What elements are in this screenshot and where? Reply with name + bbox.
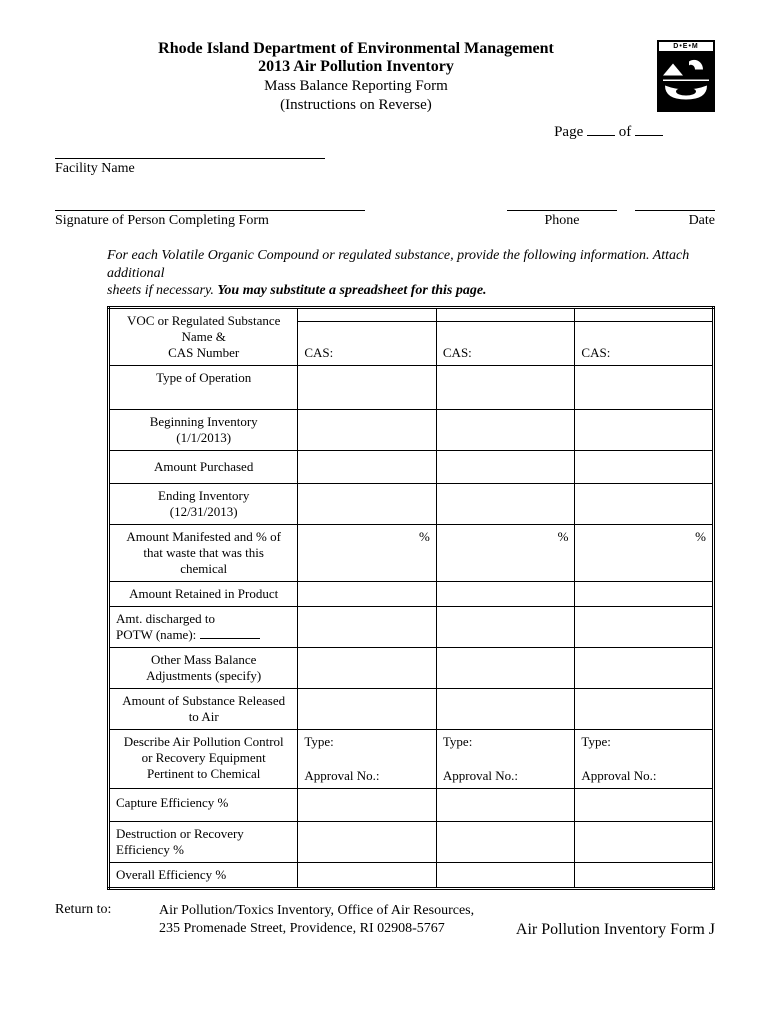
cas-1[interactable]: CAS: — [298, 321, 437, 365]
destruction-2[interactable] — [436, 821, 575, 862]
header-text-block: Rhode Island Department of Environmental… — [55, 40, 657, 114]
potw-3[interactable] — [575, 606, 714, 647]
amt-purchased-3[interactable] — [575, 450, 714, 483]
amt-purchased-1[interactable] — [298, 450, 437, 483]
begin-inv-2[interactable] — [436, 409, 575, 450]
voc-name-3[interactable] — [575, 307, 714, 321]
row-control: Describe Air Pollution Control or Recove… — [109, 729, 298, 788]
date-input[interactable] — [635, 195, 715, 211]
row-other-adj: Other Mass Balance Adjustments (specify) — [109, 647, 298, 688]
destruction-3[interactable] — [575, 821, 714, 862]
form-subtitle-1: Mass Balance Reporting Form — [55, 78, 657, 95]
dem-logo: D•E•M — [657, 40, 715, 112]
other-1[interactable] — [298, 647, 437, 688]
cas-3[interactable]: CAS: — [575, 321, 714, 365]
instructions: For each Volatile Organic Compound or re… — [107, 247, 715, 300]
approval-1[interactable]: Approval No.: — [298, 764, 437, 789]
signature-label: Signature of Person Completing Form — [55, 213, 365, 229]
form-name: Air Pollution Inventory Form J — [516, 921, 715, 939]
potw-1[interactable] — [298, 606, 437, 647]
dem-logo-label: D•E•M — [659, 42, 713, 53]
begin-inv-1[interactable] — [298, 409, 437, 450]
dept-name: Rhode Island Department of Environmental… — [55, 40, 657, 58]
date-field: Date — [635, 195, 715, 229]
return-address: Air Pollution/Toxics Inventory, Office o… — [159, 902, 516, 940]
released-3[interactable] — [575, 688, 714, 729]
amt-purchased-2[interactable] — [436, 450, 575, 483]
row-capture: Capture Efficiency % — [109, 788, 298, 821]
approval-2[interactable]: Approval No.: — [436, 764, 575, 789]
retained-3[interactable] — [575, 581, 714, 606]
instructions-line1: For each Volatile Organic Compound or re… — [107, 248, 689, 281]
cas-2[interactable]: CAS: — [436, 321, 575, 365]
approval-3[interactable]: Approval No.: — [575, 764, 714, 789]
manifest-2[interactable]: % — [436, 524, 575, 581]
form-subtitle-2: (Instructions on Reverse) — [55, 97, 657, 114]
other-3[interactable] — [575, 647, 714, 688]
return-to-label: Return to: — [55, 902, 159, 940]
overall-3[interactable] — [575, 862, 714, 888]
control-type-3[interactable]: Type: — [575, 729, 714, 764]
end-inv-3[interactable] — [575, 483, 714, 524]
inventory-title: 2013 Air Pollution Inventory — [55, 58, 657, 76]
row-amt-purchased: Amount Purchased — [109, 450, 298, 483]
phone-field: Phone — [507, 195, 617, 229]
facility-field: Facility Name — [55, 143, 325, 177]
row-voc-label: VOC or Regulated Substance Name & CAS Nu… — [109, 307, 298, 365]
instructions-line2a: sheets if necessary. — [107, 283, 217, 298]
header: Rhode Island Department of Environmental… — [55, 40, 715, 114]
of-label: of — [619, 124, 632, 140]
end-inv-2[interactable] — [436, 483, 575, 524]
control-type-1[interactable]: Type: — [298, 729, 437, 764]
capture-2[interactable] — [436, 788, 575, 821]
page-number-input[interactable] — [587, 122, 615, 136]
facility-label: Facility Name — [55, 161, 325, 177]
signature-field: Signature of Person Completing Form — [55, 195, 365, 229]
voc-name-2[interactable] — [436, 307, 575, 321]
control-type-2[interactable]: Type: — [436, 729, 575, 764]
row-begin-inv: Beginning Inventory (1/1/2013) — [109, 409, 298, 450]
dem-logo-graphic — [659, 53, 713, 110]
row-destruction: Destruction or Recovery Efficiency % — [109, 821, 298, 862]
footer: Return to: Air Pollution/Toxics Inventor… — [55, 902, 715, 940]
date-label: Date — [635, 213, 715, 229]
manifest-1[interactable]: % — [298, 524, 437, 581]
row-overall: Overall Efficiency % — [109, 862, 298, 888]
row-type-op: Type of Operation — [109, 365, 298, 409]
overall-2[interactable] — [436, 862, 575, 888]
page-label: Page — [554, 124, 583, 140]
retained-1[interactable] — [298, 581, 437, 606]
row-retained: Amount Retained in Product — [109, 581, 298, 606]
capture-3[interactable] — [575, 788, 714, 821]
type-op-2[interactable] — [436, 365, 575, 409]
released-2[interactable] — [436, 688, 575, 729]
begin-inv-3[interactable] — [575, 409, 714, 450]
phone-input[interactable] — [507, 195, 617, 211]
page-total-input[interactable] — [635, 122, 663, 136]
potw-name-input[interactable] — [200, 638, 260, 639]
row-released: Amount of Substance Released to Air — [109, 688, 298, 729]
end-inv-1[interactable] — [298, 483, 437, 524]
manifest-3[interactable]: % — [575, 524, 714, 581]
type-op-1[interactable] — [298, 365, 437, 409]
capture-1[interactable] — [298, 788, 437, 821]
type-op-3[interactable] — [575, 365, 714, 409]
potw-2[interactable] — [436, 606, 575, 647]
phone-label: Phone — [507, 213, 617, 229]
row-manifest: Amount Manifested and % of that waste th… — [109, 524, 298, 581]
facility-input[interactable] — [55, 143, 325, 159]
other-2[interactable] — [436, 647, 575, 688]
overall-1[interactable] — [298, 862, 437, 888]
instructions-line2b: You may substitute a spreadsheet for thi… — [217, 283, 486, 298]
row-potw: Amt. discharged to POTW (name): — [109, 606, 298, 647]
destruction-1[interactable] — [298, 821, 437, 862]
released-1[interactable] — [298, 688, 437, 729]
retained-2[interactable] — [436, 581, 575, 606]
mass-balance-table: VOC or Regulated Substance Name & CAS Nu… — [107, 306, 715, 890]
voc-name-1[interactable] — [298, 307, 437, 321]
row-end-inv: Ending Inventory (12/31/2013) — [109, 483, 298, 524]
page-counter: Page of — [55, 122, 715, 141]
signature-input[interactable] — [55, 195, 365, 211]
